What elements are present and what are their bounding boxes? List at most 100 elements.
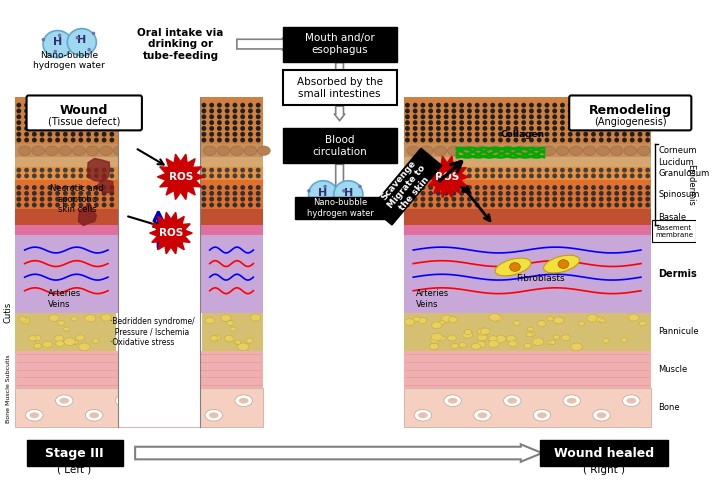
FancyBboxPatch shape: [283, 128, 397, 163]
Circle shape: [560, 138, 565, 142]
Circle shape: [513, 132, 518, 137]
Circle shape: [256, 109, 260, 114]
Circle shape: [55, 202, 60, 207]
Circle shape: [599, 197, 604, 201]
Circle shape: [460, 173, 464, 178]
Circle shape: [24, 109, 29, 114]
Ellipse shape: [447, 146, 460, 156]
Circle shape: [483, 132, 488, 137]
Ellipse shape: [554, 317, 564, 324]
Ellipse shape: [26, 410, 43, 421]
Circle shape: [405, 185, 410, 190]
Ellipse shape: [543, 255, 579, 273]
Circle shape: [498, 126, 503, 131]
Text: Absorbed by the
small intestines: Absorbed by the small intestines: [297, 77, 383, 99]
Circle shape: [460, 185, 464, 190]
Circle shape: [584, 132, 588, 137]
Circle shape: [71, 185, 75, 190]
Circle shape: [498, 185, 503, 190]
Ellipse shape: [407, 146, 419, 156]
Circle shape: [498, 114, 503, 119]
Circle shape: [591, 109, 596, 114]
Bar: [200, 98, 263, 144]
Circle shape: [584, 114, 588, 119]
Circle shape: [607, 103, 612, 108]
Circle shape: [32, 114, 37, 119]
Circle shape: [460, 126, 464, 131]
Circle shape: [544, 191, 549, 196]
Ellipse shape: [462, 331, 473, 338]
Ellipse shape: [235, 395, 252, 407]
Circle shape: [560, 202, 565, 207]
Circle shape: [498, 173, 503, 178]
Ellipse shape: [92, 339, 99, 343]
Ellipse shape: [448, 398, 457, 404]
Circle shape: [560, 120, 565, 125]
Circle shape: [607, 114, 612, 119]
Ellipse shape: [537, 321, 546, 327]
Circle shape: [428, 120, 433, 125]
Circle shape: [498, 191, 503, 196]
Circle shape: [521, 126, 526, 131]
Circle shape: [614, 185, 619, 190]
Ellipse shape: [32, 335, 41, 341]
Circle shape: [460, 191, 464, 196]
Circle shape: [584, 202, 588, 207]
Circle shape: [513, 126, 518, 131]
Ellipse shape: [414, 410, 432, 421]
Ellipse shape: [461, 146, 474, 156]
Circle shape: [467, 103, 472, 108]
Bar: [200, 180, 263, 209]
Circle shape: [498, 103, 503, 108]
Ellipse shape: [64, 338, 75, 345]
Ellipse shape: [543, 146, 555, 156]
Circle shape: [102, 185, 107, 190]
Circle shape: [475, 114, 480, 119]
Circle shape: [599, 109, 604, 114]
Ellipse shape: [478, 334, 488, 341]
Polygon shape: [97, 179, 114, 193]
Circle shape: [460, 114, 464, 119]
Circle shape: [110, 168, 114, 172]
Text: (Angiogenesis): (Angiogenesis): [594, 116, 667, 127]
Circle shape: [460, 103, 464, 108]
Ellipse shape: [244, 146, 257, 156]
Circle shape: [86, 126, 91, 131]
Circle shape: [490, 191, 495, 196]
Circle shape: [256, 132, 260, 137]
Circle shape: [413, 202, 417, 207]
Circle shape: [552, 185, 557, 190]
Circle shape: [420, 126, 425, 131]
Ellipse shape: [90, 412, 99, 418]
Circle shape: [483, 109, 488, 114]
Ellipse shape: [622, 395, 640, 407]
Bar: [15, 388, 263, 427]
Circle shape: [224, 103, 229, 108]
Circle shape: [217, 197, 222, 201]
Circle shape: [92, 32, 95, 35]
Ellipse shape: [526, 332, 533, 337]
Circle shape: [47, 114, 52, 119]
Circle shape: [560, 114, 565, 119]
Circle shape: [467, 138, 472, 142]
Ellipse shape: [439, 320, 445, 325]
Polygon shape: [371, 148, 442, 225]
Circle shape: [490, 132, 495, 137]
Circle shape: [622, 197, 627, 201]
Circle shape: [420, 114, 425, 119]
Circle shape: [71, 168, 75, 172]
Circle shape: [537, 173, 541, 178]
Circle shape: [475, 202, 480, 207]
Ellipse shape: [85, 314, 96, 322]
Circle shape: [78, 109, 83, 114]
Circle shape: [444, 168, 449, 172]
Circle shape: [529, 132, 534, 137]
Circle shape: [201, 202, 206, 207]
Bar: [404, 351, 650, 388]
Circle shape: [436, 132, 441, 137]
Ellipse shape: [175, 395, 193, 407]
Ellipse shape: [432, 322, 442, 329]
Circle shape: [240, 109, 245, 114]
Circle shape: [428, 168, 433, 172]
Circle shape: [405, 202, 410, 207]
